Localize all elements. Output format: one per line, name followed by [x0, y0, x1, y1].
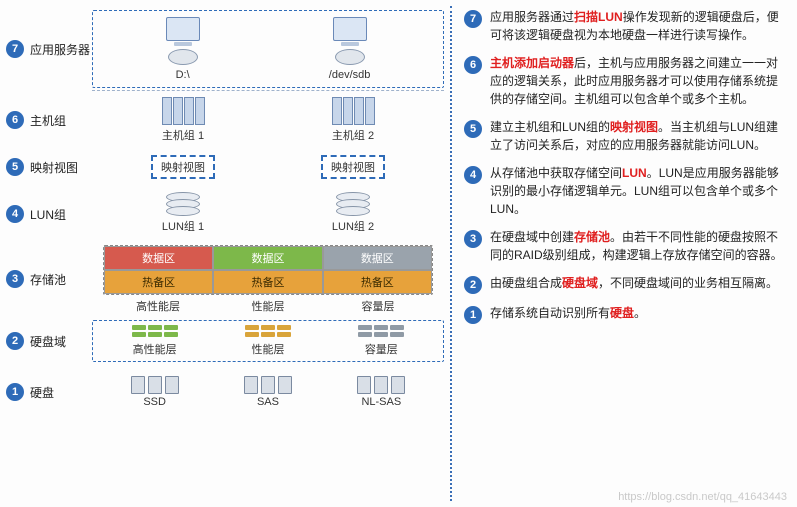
- drive-icon: [131, 376, 179, 394]
- desc-red: 硬盘: [610, 306, 634, 320]
- watermark: https://blog.csdn.net/qq_41643443: [618, 491, 787, 503]
- disk-icon: [335, 49, 365, 65]
- disk-icon: [168, 49, 198, 65]
- pool-data-3: 数据区: [323, 246, 432, 270]
- desc-pre: 应用服务器通过: [490, 10, 574, 24]
- badge-4r: 4: [464, 166, 482, 184]
- pool-data-2: 数据区: [213, 246, 322, 270]
- badge-6r: 6: [464, 56, 482, 74]
- badge-4: 4: [6, 205, 24, 223]
- badge-1r: 1: [464, 306, 482, 324]
- lungroup-label-2: LUN组 2: [332, 218, 374, 234]
- bars-icon: [132, 325, 178, 330]
- desc-item-4: 4 从存储池中获取存储空间LUN。LUN是应用服务器能够识别的最小存储逻辑单元。…: [464, 164, 783, 218]
- desc-red: 存储池: [574, 230, 610, 244]
- label-servers: 应用服务器: [30, 41, 92, 58]
- badge-2r: 2: [464, 276, 482, 294]
- badge-7: 7: [6, 40, 24, 58]
- rack-icon: [162, 97, 205, 125]
- server-2: /dev/sdb: [329, 17, 371, 81]
- badge-6: 6: [6, 111, 24, 129]
- pool-hot-2: 热备区: [213, 270, 322, 294]
- hostgroup-2: 主机组 2: [332, 97, 375, 143]
- row-lungroups: 4 LUN组 LUN组 1 LUN组 2: [6, 187, 444, 241]
- desc-pre: 由硬盘组合成: [490, 276, 562, 290]
- badge-1: 1: [6, 383, 24, 401]
- tier-3: 容量层: [323, 298, 433, 314]
- domain-3: 容量层: [358, 325, 404, 357]
- disk-group-2: SAS: [244, 376, 292, 408]
- badge-3: 3: [6, 270, 24, 288]
- row-domains: 2 硬盘域 高性能层 性能层: [6, 317, 444, 365]
- domain-2: 性能层: [245, 325, 291, 357]
- desc-red: 硬盘域: [562, 276, 598, 290]
- row-disks: 1 硬盘 SSD SAS NL-SAS: [6, 365, 444, 419]
- desc-red: 扫描LUN: [574, 10, 623, 24]
- badge-7r: 7: [464, 10, 482, 28]
- row-hostgroups: 6 主机组 主机组 1 主机组 2: [6, 93, 444, 147]
- disk-group-1: SSD: [131, 376, 179, 408]
- desc-red: LUN: [622, 166, 647, 180]
- tier-2: 性能层: [213, 298, 323, 314]
- desc-pre: 从存储池中获取存储空间: [490, 166, 622, 180]
- server-cap-2: /dev/sdb: [329, 69, 371, 81]
- desc-item-3: 3 在硬盘域中创建存储池。由若干不同性能的硬盘按照不同的RAID级别组成，构建逻…: [464, 228, 783, 264]
- hostgroup-label-1: 主机组 1: [162, 127, 205, 143]
- pool-hot-3: 热备区: [323, 270, 432, 294]
- desc-item-1: 1 存储系统自动识别所有硬盘。: [464, 304, 783, 324]
- desc-pre: 建立主机组和LUN组的: [490, 120, 610, 134]
- disk-label-1: SSD: [131, 396, 179, 408]
- row-mapview: 5 映射视图 映射视图 映射视图: [6, 147, 444, 187]
- badge-3r: 3: [464, 230, 482, 248]
- badge-5r: 5: [464, 120, 482, 138]
- pool-tiers: 高性能层 性能层 容量层: [103, 298, 433, 314]
- server-cap-1: D:\: [176, 69, 190, 81]
- desc-item-5: 5 建立主机组和LUN组的映射视图。当主机组与LUN组建立了访问关系后，对应的应…: [464, 118, 783, 154]
- hostgroup-label-2: 主机组 2: [332, 127, 375, 143]
- desc-red: 映射视图: [610, 120, 658, 134]
- label-hostgroups: 主机组: [30, 112, 92, 129]
- desc-item-2: 2 由硬盘组合成硬盘域，不同硬盘域间的业务相互隔离。: [464, 274, 783, 294]
- desc-red: 主机添加启动器: [490, 56, 574, 70]
- desc-item-6: 6 主机添加启动器后，主机与应用服务器之间建立一一对应的逻辑关系，此时应用服务器…: [464, 54, 783, 108]
- tier-1: 高性能层: [103, 298, 213, 314]
- domain-1: 高性能层: [132, 325, 178, 357]
- description-panel: 7 应用服务器通过扫描LUN操作发现新的逻辑硬盘后，便可将该逻辑硬盘视为本地硬盘…: [452, 0, 797, 507]
- disk-label-2: SAS: [244, 396, 292, 408]
- desc-pre: 在硬盘域中创建: [490, 230, 574, 244]
- label-mapview: 映射视图: [30, 159, 92, 176]
- badge-2: 2: [6, 332, 24, 350]
- badge-5: 5: [6, 158, 24, 176]
- label-pool: 存储池: [30, 271, 92, 288]
- server-1: D:\: [166, 17, 200, 81]
- lungroup-label-1: LUN组 1: [162, 218, 204, 234]
- domain-label-1: 高性能层: [133, 341, 177, 357]
- row-servers: 7 应用服务器 D:\ /dev/sdb: [6, 10, 444, 88]
- desc-pre: 存储系统自动识别所有: [490, 306, 610, 320]
- domain-label-2: 性能层: [251, 341, 284, 357]
- desc-item-7: 7 应用服务器通过扫描LUN操作发现新的逻辑硬盘后，便可将该逻辑硬盘视为本地硬盘…: [464, 8, 783, 44]
- hostgroup-1: 主机组 1: [162, 97, 205, 143]
- disk-label-3: NL-SAS: [357, 396, 405, 408]
- label-lungroups: LUN组: [30, 206, 92, 223]
- monitor-icon: [333, 17, 367, 41]
- rack-icon: [332, 97, 375, 125]
- label-domains: 硬盘域: [30, 333, 92, 350]
- pool-grid: 数据区 数据区 数据区 热备区 热备区 热备区: [103, 245, 433, 295]
- desc-post: 。: [634, 306, 646, 320]
- row-pool: 3 存储池 数据区 数据区 数据区 热备区 热备区 热备区 高性能层: [6, 241, 444, 317]
- domain-label-3: 容量层: [365, 341, 398, 357]
- diagram-panel: 7 应用服务器 D:\ /dev/sdb 6 主机组: [0, 0, 450, 507]
- disk-group-3: NL-SAS: [357, 376, 405, 408]
- lungroup-1: LUN组 1: [162, 195, 204, 234]
- mapview-box-2: 映射视图: [321, 155, 385, 179]
- monitor-icon: [166, 17, 200, 41]
- pool-data-1: 数据区: [104, 246, 213, 270]
- lungroup-2: LUN组 2: [332, 195, 374, 234]
- mapview-box-1: 映射视图: [151, 155, 215, 179]
- pool-hot-1: 热备区: [104, 270, 213, 294]
- desc-post: ，不同硬盘域间的业务相互隔离。: [598, 276, 778, 290]
- label-disks: 硬盘: [30, 384, 92, 401]
